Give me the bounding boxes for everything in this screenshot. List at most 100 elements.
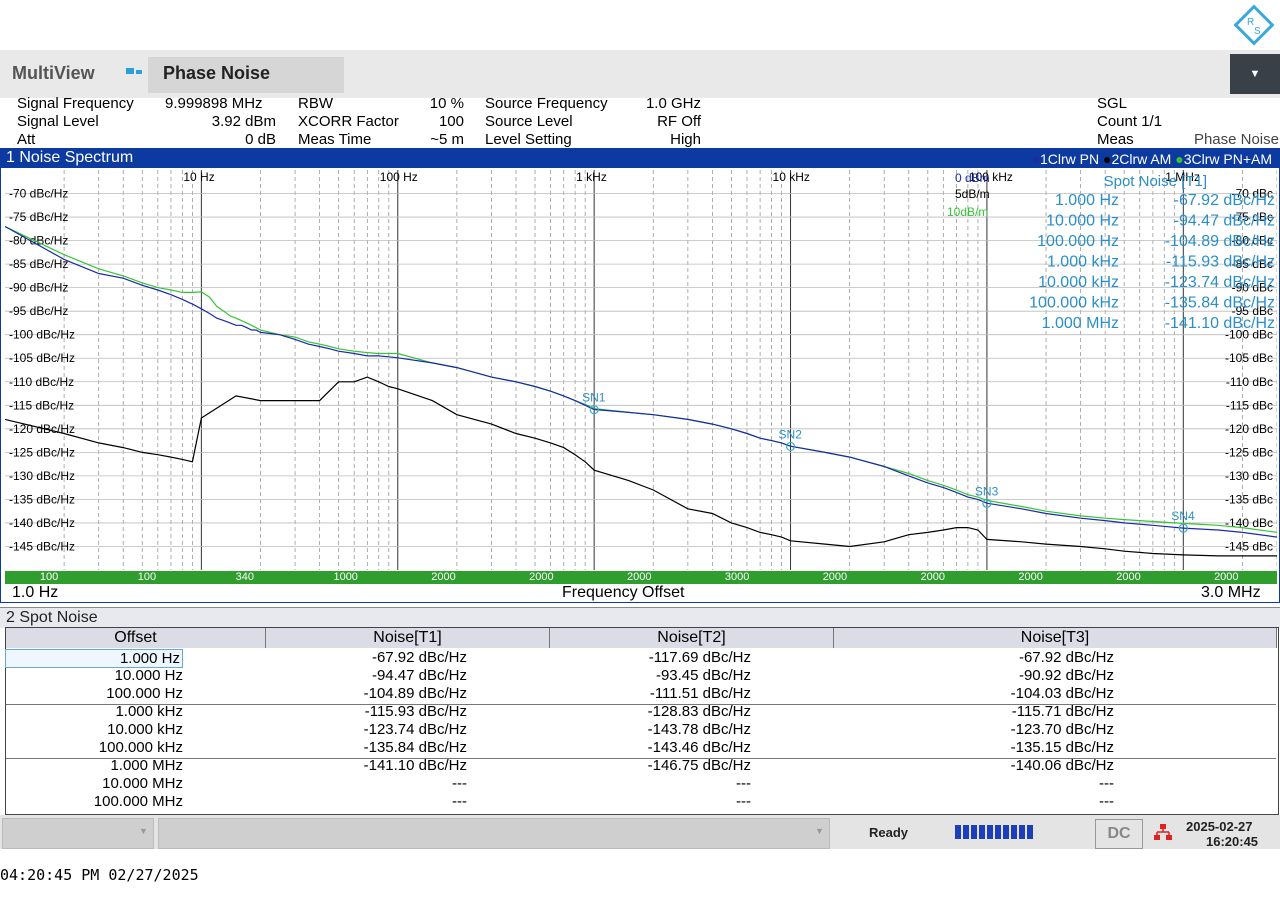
col-header-noise-t3[interactable]: Noise[T3] <box>834 628 1277 648</box>
network-icon <box>1154 824 1172 840</box>
table-cell-offset[interactable]: 10.000 MHz <box>102 775 183 792</box>
rbw-segment-label: 3000 <box>724 571 750 583</box>
y-tick-label-left: -110 dBc/Hz <box>9 375 74 389</box>
table-cell-noise: -115.93 dBc/Hz <box>364 703 467 720</box>
table-cell-offset[interactable]: 1.000 Hz <box>5 649 183 668</box>
dc-coupling-button[interactable]: DC <box>1095 819 1143 849</box>
y-tick-label-right: -80 dBc <box>1232 234 1273 248</box>
rbw-segment-label: 2000 <box>1018 571 1043 583</box>
marker-sn4 <box>1178 523 1188 533</box>
y-tick-label-right: -125 dBc <box>1225 445 1273 459</box>
y-tick-label-right: -100 dBc <box>1225 328 1273 342</box>
att-value: 0 dB <box>245 131 276 148</box>
table-cell-offset[interactable]: 100.000 kHz <box>98 739 183 756</box>
table-cell-offset[interactable]: 10.000 Hz <box>114 667 183 684</box>
table-cell-noise: -128.83 dBc/Hz <box>647 703 751 720</box>
svg-text:S: S <box>1254 26 1261 37</box>
spot-noise-overlay-offset: 100.000 kHz <box>1029 295 1119 312</box>
status-dropdown-2[interactable] <box>158 818 830 849</box>
spot-noise-title: 2 Spot Noise <box>6 609 98 626</box>
noise-spectrum-plot[interactable]: 10 Hz 100 Hz 1 kHz 10 kHz 100 kHz 1 MHz -70 dB… <box>5 170 1277 570</box>
plot-background <box>5 170 1277 570</box>
col-header-noise-t2[interactable]: Noise[T2] <box>550 628 834 648</box>
y-tick-label-left: -70 dBc/Hz <box>9 187 68 201</box>
ready-status: Ready <box>869 825 909 840</box>
y-tick-label-left: -100 dBc/Hz <box>9 328 75 342</box>
y-tick-label-right: -95 dBc <box>1232 304 1273 318</box>
rbw-segment-label: 1000 <box>333 571 358 583</box>
trace-2-line <box>5 376 1277 557</box>
table-cell-noise: --- <box>452 775 467 792</box>
x-tick-label: 1 kHz <box>576 170 607 184</box>
multiview-tab[interactable]: MultiView <box>12 63 95 83</box>
noise-spectrum-titlebar[interactable] <box>0 148 1280 168</box>
table-cell-noise: -104.89 dBc/Hz <box>363 685 467 702</box>
tab-phase-noise-label: Phase Noise <box>163 63 271 83</box>
spot-noise-overlay-value: -94.47 dBc/Hz <box>1174 213 1275 230</box>
menu-dropdown-button[interactable]: ▼ <box>1230 54 1280 94</box>
spot-noise-overlay-title: Spot Noise [T1] <box>1104 173 1207 190</box>
x-tick-label: 100 Hz <box>380 170 418 184</box>
y-tick-label-left: -75 dBc/Hz <box>9 210 68 224</box>
source-level-label: Source Level <box>485 113 573 130</box>
spot-noise-overlay-offset: 1.000 Hz <box>1055 192 1119 209</box>
x-axis-start: 1.0 Hz <box>12 584 59 601</box>
table-cell-noise: -93.45 dBc/Hz <box>655 667 751 684</box>
table-cell-noise: -135.84 dBc/Hz <box>363 739 467 756</box>
multiview-icon <box>126 68 142 74</box>
spot-noise-table <box>5 627 1279 815</box>
rbw-segment-label: 2000 <box>529 571 554 583</box>
spot-noise-overlay-offset: 1.000 kHz <box>1047 254 1119 271</box>
table-cell-offset[interactable]: 100.000 MHz <box>93 793 183 810</box>
table-cell-noise: -67.92 dBc/Hz <box>371 649 467 666</box>
status-dropdown-1[interactable] <box>2 818 154 849</box>
table-cell-noise: --- <box>736 775 751 792</box>
signal-frequency-value: 9.999898 MHz <box>165 95 263 112</box>
footer-timestamp: 04:20:45 PM 02/27/2025 <box>0 866 199 884</box>
marker-sn1 <box>589 405 599 415</box>
y-tick-label-right: -140 dBc <box>1225 516 1273 530</box>
ref-level-pn: 0 dBm <box>955 171 990 185</box>
table-cell-offset[interactable]: 1.000 kHz <box>115 703 183 720</box>
table-cell-offset[interactable]: 1.000 MHz <box>110 757 183 774</box>
x-axis-label: Frequency Offset <box>562 584 685 601</box>
table-cell-noise: -117.69 dBc/Hz <box>648 649 751 666</box>
table-cell-noise: -143.78 dBc/Hz <box>647 721 751 738</box>
chevron-down-icon: ▼ <box>139 826 148 836</box>
rbw-segment-label: 2000 <box>920 571 946 583</box>
progress-indicator <box>955 825 1033 839</box>
marker-sn2 <box>785 441 796 452</box>
source-frequency-label: Source Frequency <box>485 95 608 112</box>
table-row-divider <box>6 758 1276 759</box>
meas-value: Phase Noise <box>1193 131 1279 148</box>
y-tick-label-left: -85 dBc/Hz <box>9 257 68 271</box>
table-cell-noise: --- <box>1099 775 1114 792</box>
col-header-noise-t1[interactable]: Noise[T1] <box>266 628 550 648</box>
spot-noise-overlay-offset: 10.000 kHz <box>1038 274 1119 291</box>
spot-noise-overlay-value: -115.93 dBc/Hz <box>1166 254 1275 271</box>
spot-noise-overlay-value: -104.89 dBc/Hz <box>1165 233 1275 250</box>
status-date: 2025-02-27 <box>1186 819 1253 834</box>
spot-noise-overlay-offset: 1.000 MHz <box>1042 315 1119 332</box>
x-tick-label: 1 MHz <box>1165 170 1200 184</box>
source-frequency-value: 1.0 GHz <box>645 95 701 112</box>
spot-noise-titlebar[interactable] <box>0 607 1280 628</box>
table-cell-offset[interactable]: 100.000 Hz <box>106 685 183 702</box>
y-tick-label-left: -105 dBc/Hz <box>9 351 75 365</box>
rbw-segment-label: 100 <box>137 571 157 583</box>
rbw-segment-label: 2000 <box>431 571 456 583</box>
marker-label-sn4: SN4 <box>1171 509 1195 523</box>
table-cell-noise: -141.10 dBc/Hz <box>363 757 467 774</box>
table-cell-offset[interactable]: 10.000 kHz <box>107 721 183 738</box>
table-cell-noise: -146.75 dBc/Hz <box>647 757 751 774</box>
col-header-offset[interactable]: Offset <box>6 628 266 648</box>
y-tick-label-right: -110 dBc <box>1226 375 1273 389</box>
spot-noise-overlay-value: -141.10 dBc/Hz <box>1165 315 1275 332</box>
table-cell-noise: -104.03 dBc/Hz <box>1010 685 1114 702</box>
y-tick-label-right: -105 dBc <box>1225 351 1273 365</box>
table-cell-noise: -123.74 dBc/Hz <box>363 721 467 738</box>
tab-phase-noise[interactable] <box>148 57 344 93</box>
trace2-legend-dot: ● <box>1102 151 1112 167</box>
trace3-legend: 3Clrw PN+AM <box>1183 151 1272 167</box>
y-tick-label-left: -145 dBc/Hz <box>9 539 75 553</box>
